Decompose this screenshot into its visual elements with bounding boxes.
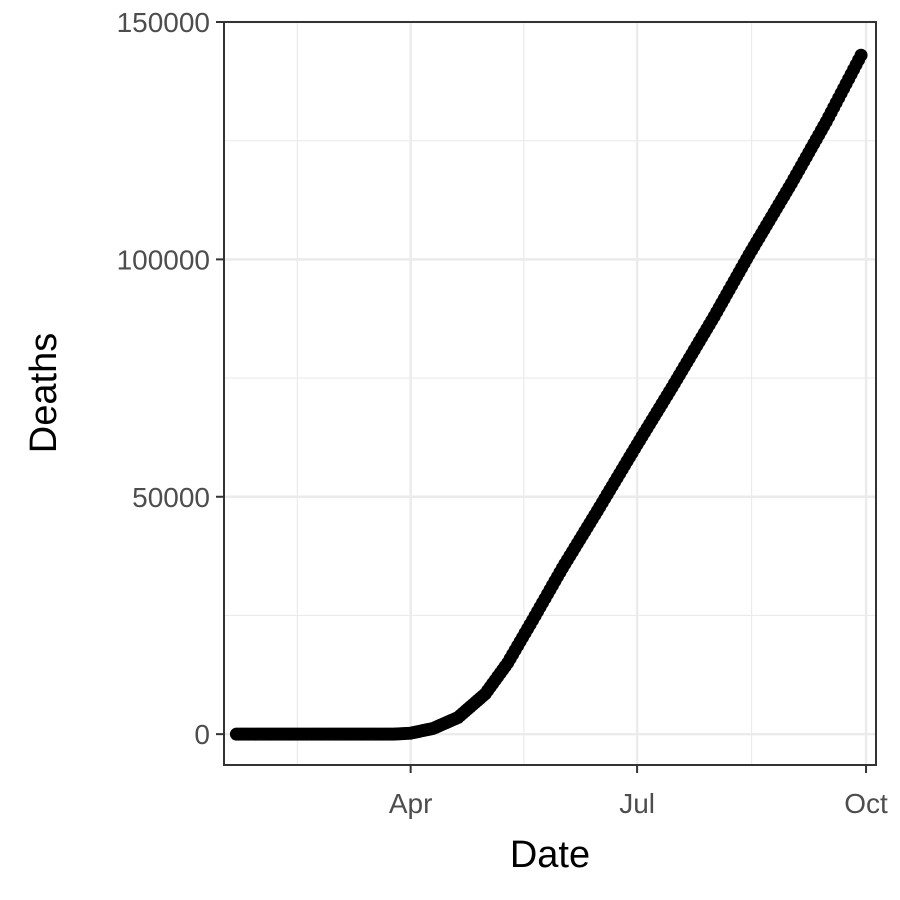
data-point (854, 48, 868, 62)
y-axis-ticks: 0 50000 100000 150000 (117, 7, 224, 750)
minor-gridlines (224, 22, 876, 765)
plot-background (224, 22, 876, 765)
y-tick-label: 150000 (117, 7, 210, 38)
x-axis-title: Date (510, 834, 590, 876)
x-tick-label: Apr (389, 788, 433, 819)
x-tick-label: Jul (619, 788, 655, 819)
panel-border (223, 21, 877, 766)
y-tick-label: 100000 (117, 244, 210, 275)
x-tick-label: Oct (844, 788, 888, 819)
data-points (229, 48, 868, 741)
y-tick-label: 50000 (132, 482, 210, 513)
y-axis-title: Deaths (23, 333, 65, 453)
x-axis-ticks: Apr Jul Oct (389, 765, 888, 819)
y-tick-label: 0 (194, 719, 210, 750)
